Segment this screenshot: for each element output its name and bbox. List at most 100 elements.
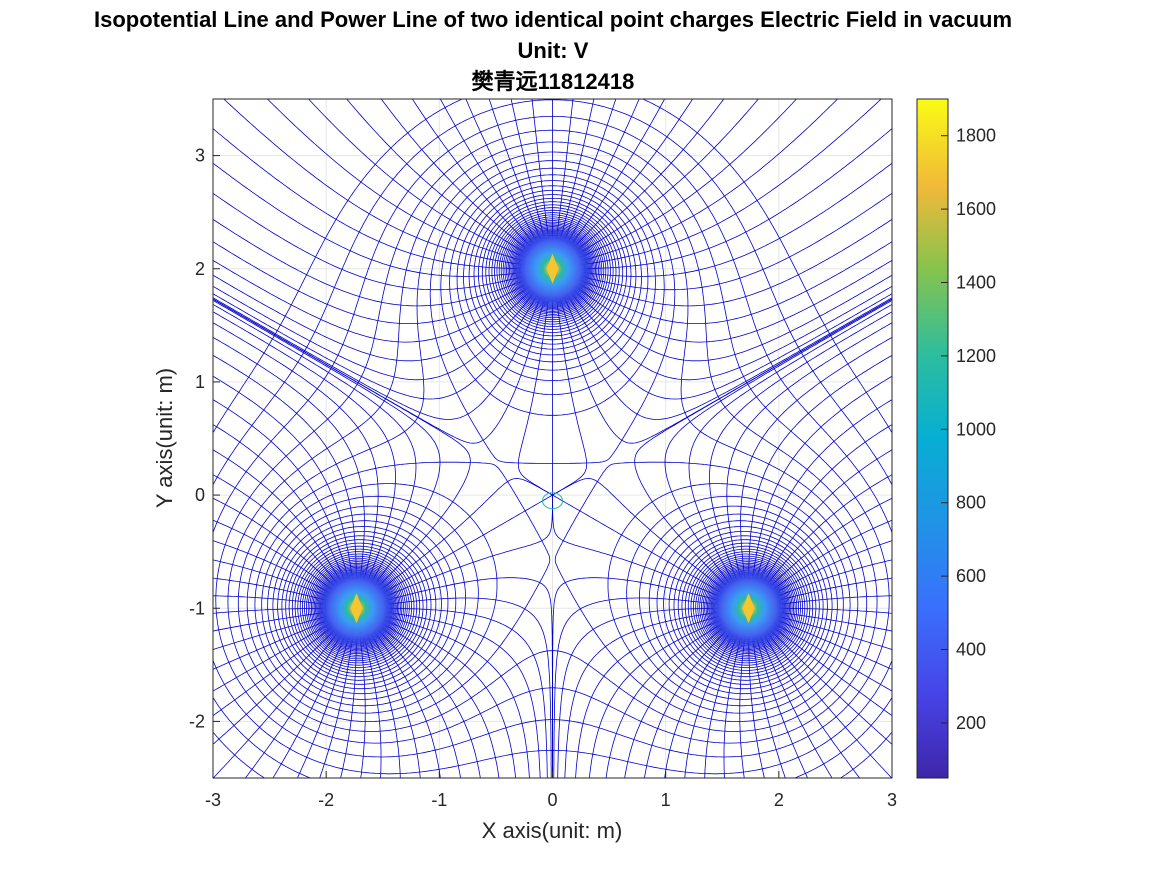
field-line — [213, 259, 550, 343]
equipotential-line — [309, 221, 796, 656]
field-line — [213, 311, 396, 605]
field-line — [564, 608, 745, 778]
field-line — [360, 608, 541, 778]
field-line — [213, 272, 552, 420]
y-tick-label: 0 — [195, 485, 205, 505]
field-line — [213, 162, 549, 277]
equipotential-line — [302, 214, 803, 664]
field-line — [555, 259, 892, 343]
colorbar-tick-label: 1600 — [956, 199, 996, 219]
equipotential-line — [313, 226, 792, 652]
field-line — [380, 99, 550, 267]
charge-marker — [546, 253, 559, 284]
field-line — [213, 611, 355, 778]
colorbar-tick-label: 400 — [956, 640, 986, 660]
charge-marker — [350, 593, 363, 624]
field-line — [740, 336, 892, 604]
colorbar-tick-label: 600 — [956, 566, 986, 586]
equipotential-line — [312, 224, 793, 653]
y-tick-label: 2 — [195, 259, 205, 279]
equipotential-line — [272, 185, 833, 695]
colorbar-tick-label: 1200 — [956, 346, 996, 366]
x-tick-label: 3 — [887, 790, 897, 810]
field-line — [555, 271, 892, 362]
field-line — [750, 449, 892, 605]
equipotential-line — [306, 218, 799, 660]
field-line — [551, 494, 745, 607]
field-line — [556, 192, 892, 291]
equipotential-line — [213, 99, 892, 778]
field-line — [213, 424, 356, 605]
chart-title-line-2: Unit: V — [517, 38, 589, 63]
colorbar — [917, 99, 948, 778]
field-line — [726, 322, 892, 604]
equipotential-line — [254, 167, 851, 714]
field-line — [213, 336, 365, 604]
field-line — [213, 271, 550, 362]
field-line — [213, 299, 441, 605]
x-tick-label: 2 — [774, 790, 784, 810]
field-line — [556, 162, 892, 277]
field-line — [749, 399, 892, 604]
equipotential-line — [304, 216, 801, 662]
axis-ticks: -3 -2 -1 0 1 2 3 -2 -1 0 1 2 3 — [189, 146, 897, 810]
equipotential-line — [213, 99, 892, 778]
field-line — [556, 128, 892, 270]
field-line — [411, 99, 550, 266]
equipotential-line — [307, 220, 798, 658]
field-line — [634, 298, 892, 606]
charge-marker — [742, 593, 755, 624]
y-tick-label: 1 — [195, 372, 205, 392]
field-line — [223, 99, 549, 269]
x-axis-label: X axis(unit: m) — [482, 818, 623, 843]
field-line — [555, 99, 694, 266]
field-line — [439, 99, 551, 266]
field-line — [361, 607, 548, 778]
field-line — [359, 610, 481, 778]
y-tick-label: 3 — [195, 146, 205, 166]
field-line — [360, 609, 517, 778]
field-line — [664, 299, 892, 605]
equipotential-line — [285, 197, 820, 681]
equipotential-line — [281, 194, 824, 685]
field-line — [213, 399, 356, 604]
chart-title-line-1: Isopotential Line and Power Line of two … — [93, 7, 1013, 32]
field-line — [556, 99, 882, 269]
field-line — [556, 241, 892, 324]
chart-title-line-3: 樊青远11812418 — [471, 69, 635, 94]
equipotential-line — [297, 209, 808, 669]
field-line — [553, 597, 745, 778]
equipotential-line — [213, 115, 892, 775]
x-tick-label: 1 — [661, 790, 671, 810]
field-line — [213, 449, 355, 605]
saddle-contour — [542, 492, 563, 510]
colorbar-tick-label: 1400 — [956, 273, 996, 293]
field-line — [213, 354, 357, 604]
y-tick-label: -2 — [189, 711, 205, 731]
field-line — [554, 99, 666, 266]
field-line — [709, 311, 892, 605]
equipotential-line — [288, 201, 817, 678]
field-line — [624, 610, 746, 778]
field-line — [555, 99, 725, 267]
field-line — [588, 609, 745, 778]
colorbar-tick-label: 1800 — [956, 126, 996, 146]
field-line — [552, 577, 745, 778]
field-line — [748, 354, 892, 604]
chart-title: Isopotential Line and Power Line of two … — [0, 4, 1106, 97]
field-line — [554, 272, 892, 400]
field-line — [688, 303, 892, 605]
field-line — [554, 272, 892, 381]
field-line — [557, 607, 744, 778]
field-line — [213, 474, 355, 605]
equipotential-line — [261, 174, 844, 707]
field-line — [213, 298, 471, 606]
equipotential-line — [227, 141, 878, 744]
equipotential-line — [311, 223, 794, 655]
field-line — [213, 192, 549, 291]
x-tick-label: 0 — [547, 790, 557, 810]
y-axis-label: Y axis(unit: m) — [152, 368, 177, 508]
colorbar-tick-label: 200 — [956, 713, 986, 733]
equipotential-line — [267, 180, 838, 700]
